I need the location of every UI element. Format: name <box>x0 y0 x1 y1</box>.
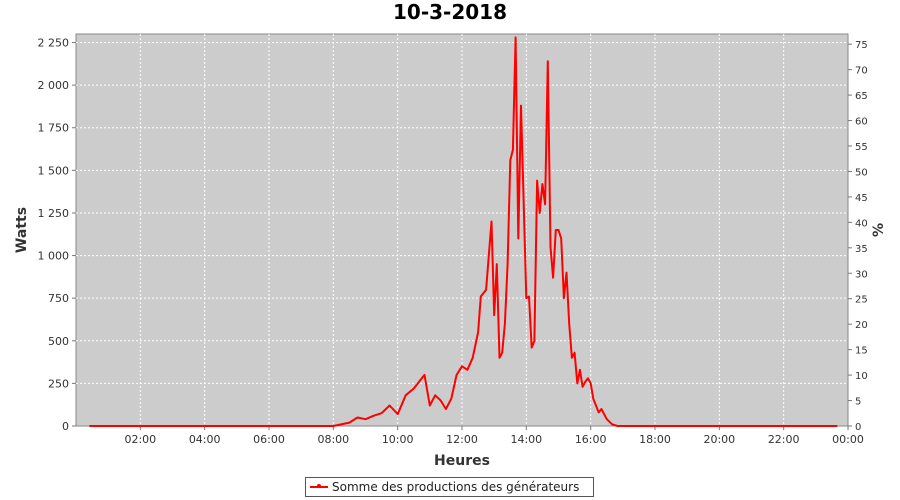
y-tick-label: 250 <box>48 377 69 390</box>
y2-tick-label: 65 <box>855 91 868 102</box>
y2-tick-label: 55 <box>855 142 868 153</box>
y2-tick-label: 0 <box>855 422 861 433</box>
x-tick-label: 20:00 <box>703 433 735 446</box>
y-tick-label: 500 <box>48 335 69 348</box>
grid <box>76 34 848 426</box>
legend-swatch <box>310 484 328 488</box>
x-tick-label: 18:00 <box>639 433 671 446</box>
series-line <box>89 36 838 427</box>
x-axis-label: Heures <box>434 453 490 469</box>
x-tick-label: 14:00 <box>510 433 542 446</box>
y-axis-label: Watts <box>14 207 30 253</box>
y-tick-label: 1 500 <box>38 164 70 177</box>
y2-tick-label: 15 <box>855 346 868 357</box>
legend-marker <box>317 484 321 488</box>
x-tick-label: 04:00 <box>189 433 221 446</box>
legend: Somme des productions des générateurs <box>305 477 594 497</box>
y2-tick-label: 60 <box>855 117 868 128</box>
y2-tick-label: 10 <box>855 371 868 382</box>
y2-tick-label: 5 <box>855 397 861 408</box>
chart-title: 10-3-2018 <box>393 0 507 24</box>
y2-tick-label: 45 <box>855 193 868 204</box>
y2-tick-label: 20 <box>855 320 868 331</box>
legend-label: Somme des productions des générateurs <box>332 480 580 494</box>
y2-tick-label: 70 <box>855 66 868 77</box>
x-tick-label: 12:00 <box>446 433 478 446</box>
y2-tick-label: 35 <box>855 244 868 255</box>
y-tick-label: 1 750 <box>38 122 70 135</box>
y2-tick-label: 25 <box>855 295 868 306</box>
y-tick-label: 2 250 <box>38 37 70 50</box>
x-tick-label: 08:00 <box>317 433 349 446</box>
y2-tick-label: 50 <box>855 167 868 178</box>
x-tick-label: 06:00 <box>253 433 285 446</box>
x-tick-label: 00:00 <box>832 433 864 446</box>
x-tick-label: 22:00 <box>768 433 800 446</box>
y-axis: 0 250 500 750 1 000 1 250 1 500 1 750 2 000 2 250 <box>38 37 76 433</box>
y2-tick-label: 30 <box>855 269 868 280</box>
y2-tick-label: 75 <box>855 40 868 51</box>
y2-axis-label: % <box>871 223 887 237</box>
y2-axis: 0 5 10 15 20 25 30 35 40 45 50 55 60 65 70 75 <box>848 40 868 433</box>
y2-tick-label: 40 <box>855 218 868 229</box>
y-tick-label: 0 <box>62 420 69 433</box>
x-axis: 02:00 04:00 06:00 08:00 10:00 12:00 14:00 16:00… <box>124 426 864 446</box>
y-tick-label: 1 000 <box>38 250 70 263</box>
x-tick-label: 16:00 <box>575 433 607 446</box>
y-tick-label: 2 000 <box>38 79 70 92</box>
x-tick-label: 02:00 <box>124 433 156 446</box>
x-tick-label: 10:00 <box>382 433 414 446</box>
y-tick-label: 750 <box>48 292 69 305</box>
y-tick-label: 1 250 <box>38 207 70 220</box>
